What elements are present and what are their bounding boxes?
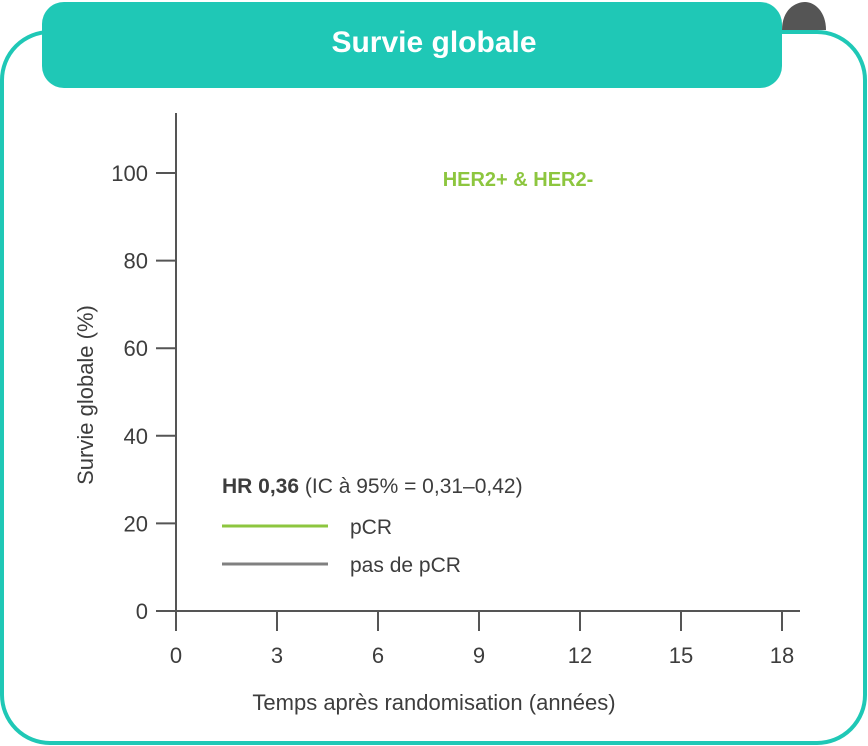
x-axis-title: Temps après randomisation (années) <box>252 690 615 715</box>
y-tick-label: 60 <box>124 336 148 361</box>
x-tick-label: 3 <box>271 643 283 668</box>
y-axis-title: Survie globale (%) <box>73 305 98 485</box>
y-tick-label: 80 <box>124 249 148 274</box>
legend-label-pcr: pCR <box>350 516 392 539</box>
y-tick-label: 100 <box>111 161 148 186</box>
subset-label: HER2+ & HER2- <box>443 169 594 191</box>
hr-ci: (IC à 95% = 0,31–0,42) <box>299 475 523 498</box>
y-tick-label: 0 <box>136 599 148 624</box>
y-tick-label: 20 <box>124 511 148 536</box>
title-banner <box>42 2 782 88</box>
x-tick-label: 12 <box>568 643 592 668</box>
x-tick-label: 0 <box>170 643 182 668</box>
x-tick-label: 18 <box>770 643 794 668</box>
legend: pCR pas de pCR <box>222 516 461 577</box>
x-tick-label: 15 <box>669 643 693 668</box>
y-tick-label: 40 <box>124 424 148 449</box>
panel-border <box>0 30 867 745</box>
legend-label-no-pcr: pas de pCR <box>350 554 461 577</box>
x-ticks: 0 3 6 9 12 15 18 <box>170 611 794 668</box>
x-tick-label: 9 <box>473 643 485 668</box>
hr-value: HR 0,36 <box>222 475 299 498</box>
hr-annotation: HR 0,36 (IC à 95% = 0,31–0,42) <box>222 475 523 498</box>
banner-curl <box>782 2 826 30</box>
x-tick-label: 6 <box>372 643 384 668</box>
chart-title: Survie globale <box>331 26 536 59</box>
y-ticks: 0 20 40 60 80 100 <box>111 161 176 624</box>
